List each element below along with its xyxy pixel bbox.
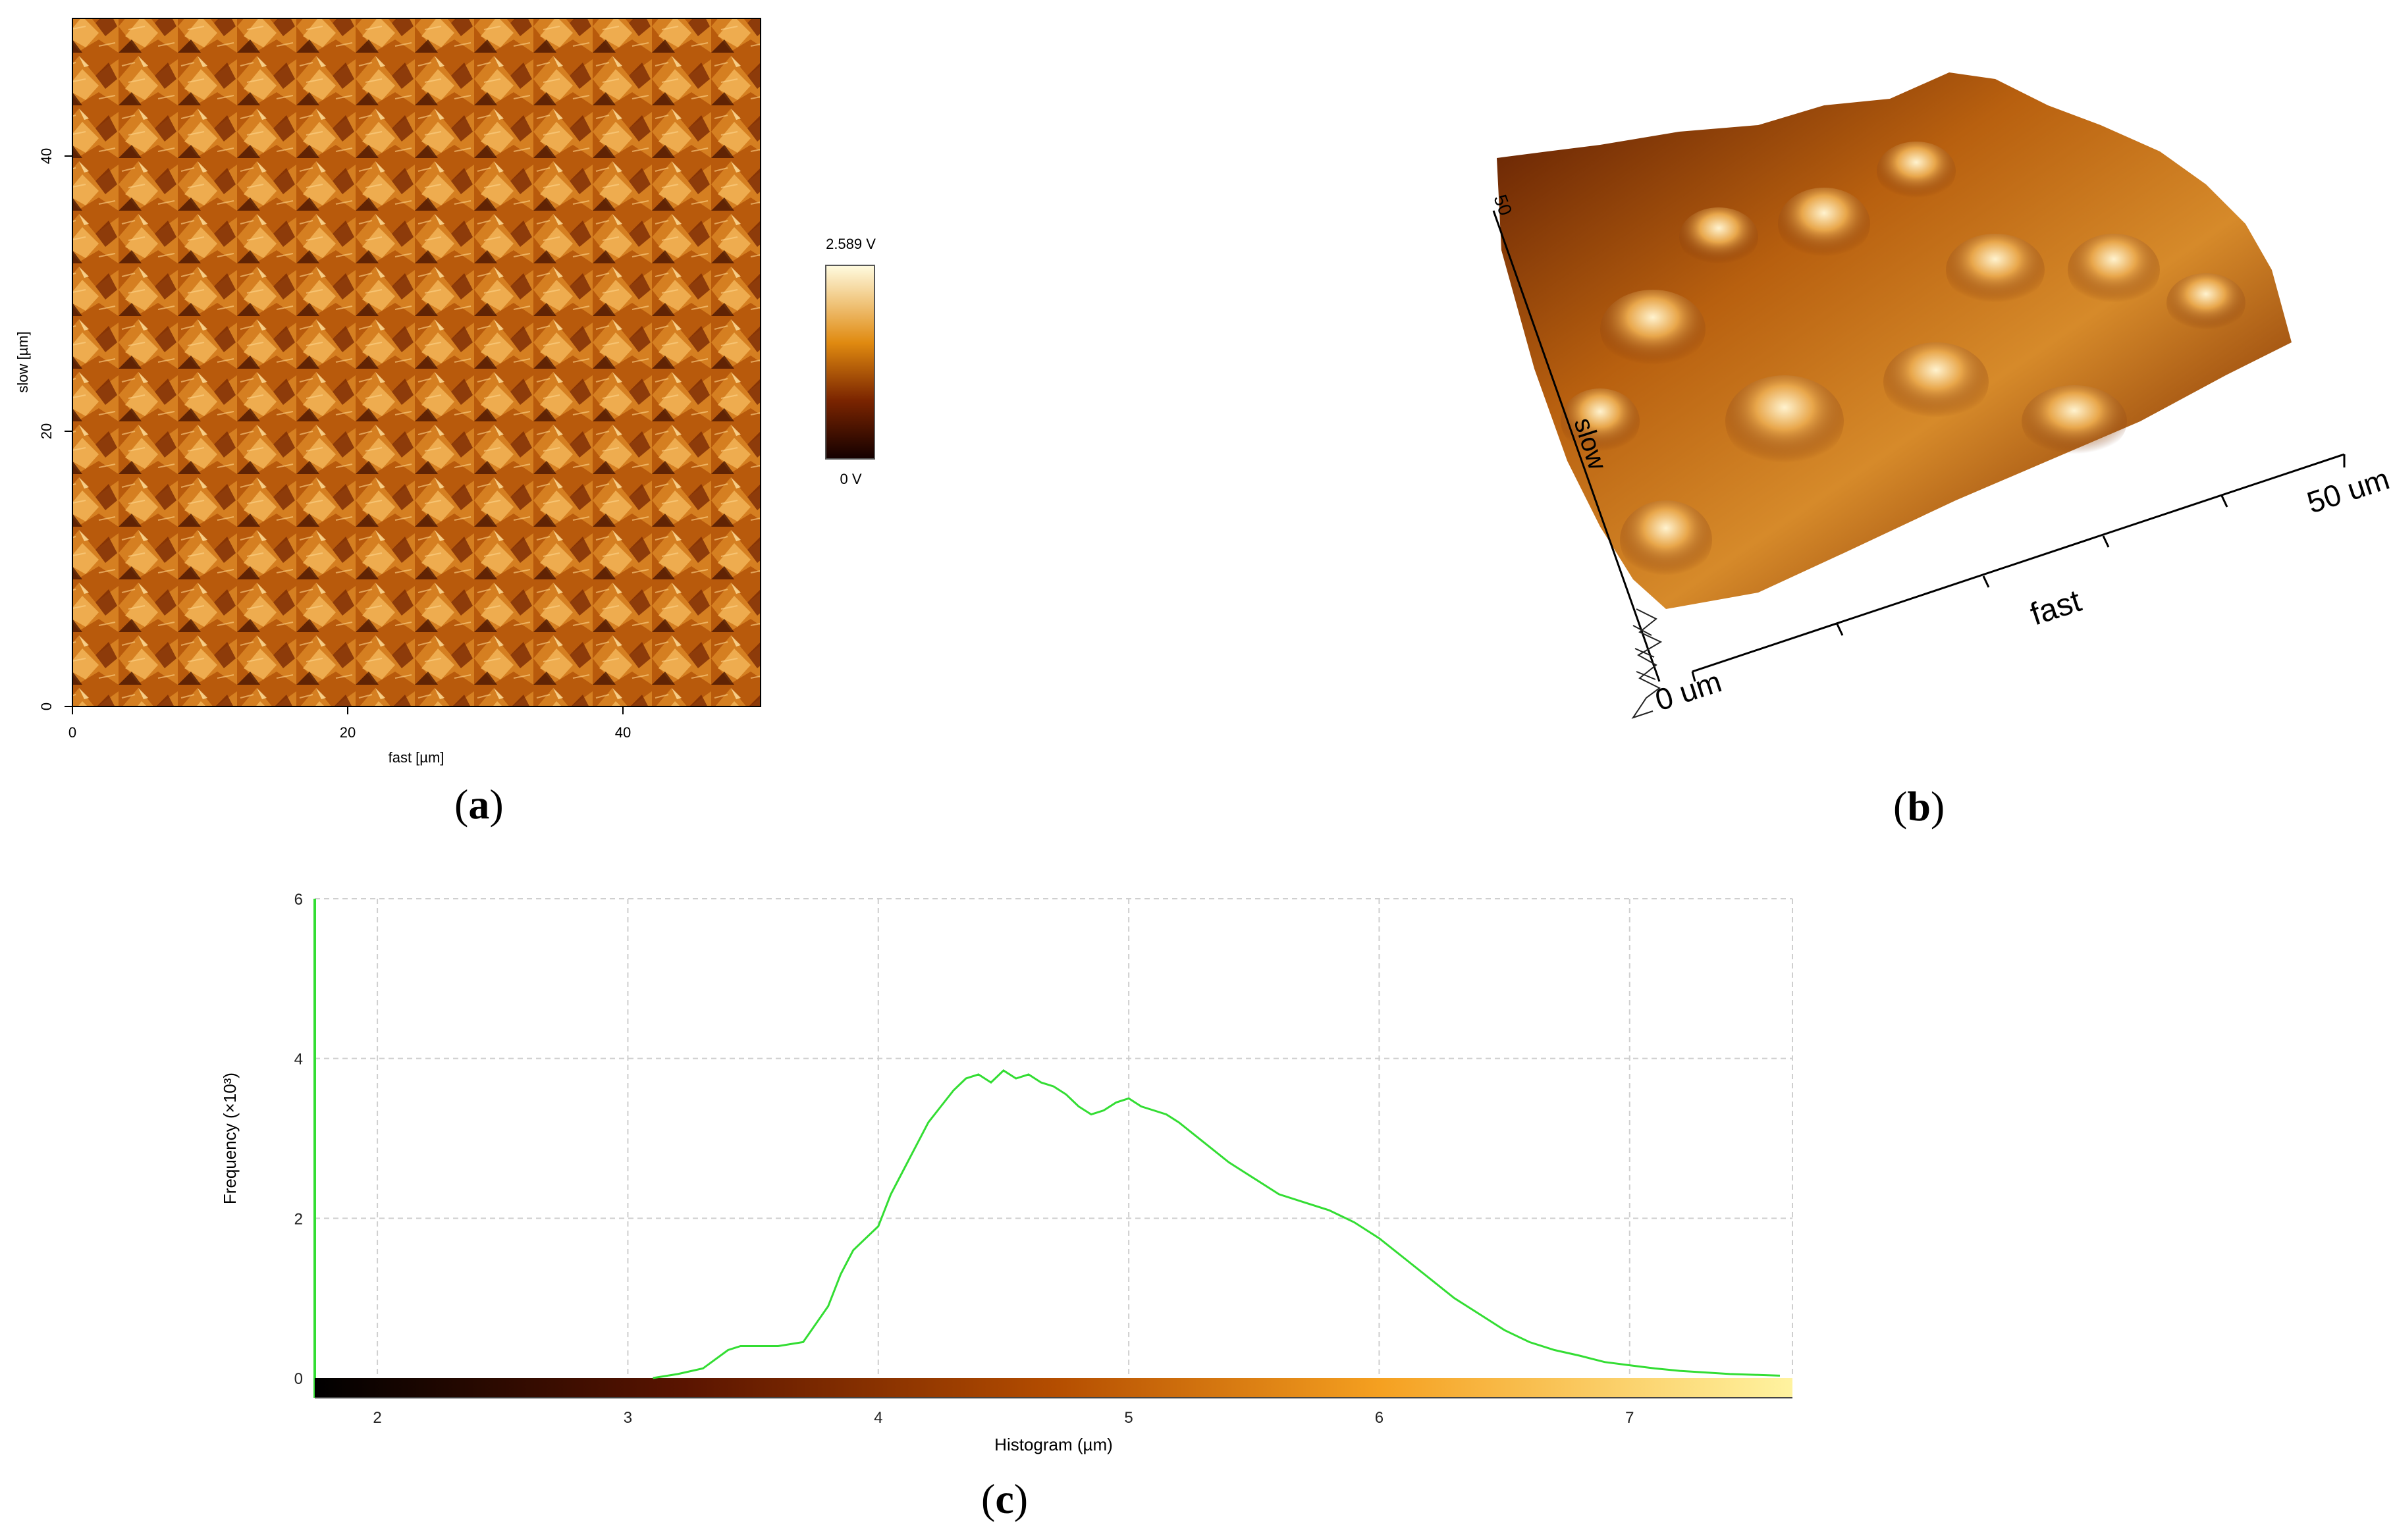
caption-b: (b) xyxy=(1893,782,1945,831)
x-tick-0: 0 xyxy=(68,724,76,741)
origin-scribble xyxy=(1631,608,1663,719)
caption-a-close: ) xyxy=(489,781,504,828)
x-tick-20: 20 xyxy=(340,724,356,741)
x-axis-label: fast [µm] xyxy=(389,749,444,766)
caption-b-open: ( xyxy=(1893,783,1908,830)
y-tick-40: 40 xyxy=(38,148,55,164)
x-tick-4: 4 xyxy=(874,1409,882,1427)
caption-b-close: ) xyxy=(1930,783,1945,830)
panel-b: 50 slow fast 50 um 0 um (b) xyxy=(1416,53,2393,882)
origin-label: 0 um xyxy=(1651,664,1725,717)
grid-lines xyxy=(315,898,1793,1378)
x-axis-colorbar xyxy=(315,1378,1792,1398)
y-tick-6: 6 xyxy=(294,891,303,909)
series-line-histogram xyxy=(653,1069,1781,1379)
y-tick-2: 2 xyxy=(294,1210,303,1228)
panel-b-svg: 50 slow fast 50 um 0 um xyxy=(1490,72,2393,719)
caption-a-open: ( xyxy=(454,781,469,828)
caption-c-open: ( xyxy=(981,1475,996,1522)
surface-3d xyxy=(1497,72,2292,609)
panel-a-ticks xyxy=(65,155,624,714)
colorbar-max-label: 2.589 V xyxy=(826,236,876,252)
caption-c: (c) xyxy=(981,1475,1028,1524)
x-tick-2: 2 xyxy=(373,1409,381,1427)
x-tick-40: 40 xyxy=(615,724,631,741)
caption-a-letter: a xyxy=(468,781,490,828)
caption-b-letter: b xyxy=(1907,783,1931,830)
fast-axis-label: fast xyxy=(2026,583,2085,632)
tick-labels: 2 3 4 5 6 7 0 2 4 6 xyxy=(294,891,1634,1427)
x-tick-5: 5 xyxy=(1124,1409,1133,1427)
afm-image xyxy=(72,18,761,707)
x-tick-7: 7 xyxy=(1625,1409,1634,1427)
x-axis-title: Histogram (µm) xyxy=(994,1435,1113,1454)
box-axes xyxy=(1492,210,2346,682)
x-tick-3: 3 xyxy=(624,1409,632,1427)
y-tick-4: 4 xyxy=(294,1051,303,1069)
axes xyxy=(313,899,1792,1398)
y-axis-title: Frequency (×10³) xyxy=(220,1073,240,1204)
y-axis-label: slow [µm] xyxy=(14,331,31,392)
fast-end-label: 50 um xyxy=(2303,462,2393,520)
histogram-chart: 2 3 4 5 6 7 0 2 4 6 Histogram (µm) Frequency (×10… xyxy=(220,891,1793,1454)
panel-c: 2 3 4 5 6 7 0 2 4 6 Histogram (µm) Frequency (×10… xyxy=(0,856,2393,1537)
x-tick-6: 6 xyxy=(1375,1409,1384,1427)
panel-a: 0 20 40 fast [µm] 0 20 40 slow [µm] 2.58… xyxy=(0,0,1119,856)
surface-peaks xyxy=(1561,142,2245,579)
caption-a: (a) xyxy=(454,780,504,829)
y-tick-0: 0 xyxy=(294,1370,303,1388)
caption-c-letter: c xyxy=(995,1475,1014,1522)
panel-a-svg: 0 20 40 fast [µm] 0 20 40 slow [µm] 2.58… xyxy=(14,18,876,766)
y-tick-0: 0 xyxy=(38,703,55,710)
colorbar-a xyxy=(825,265,875,460)
caption-c-close: ) xyxy=(1013,1475,1029,1522)
y-tick-20: 20 xyxy=(38,423,55,439)
colorbar-min-label: 0 V xyxy=(840,471,861,487)
